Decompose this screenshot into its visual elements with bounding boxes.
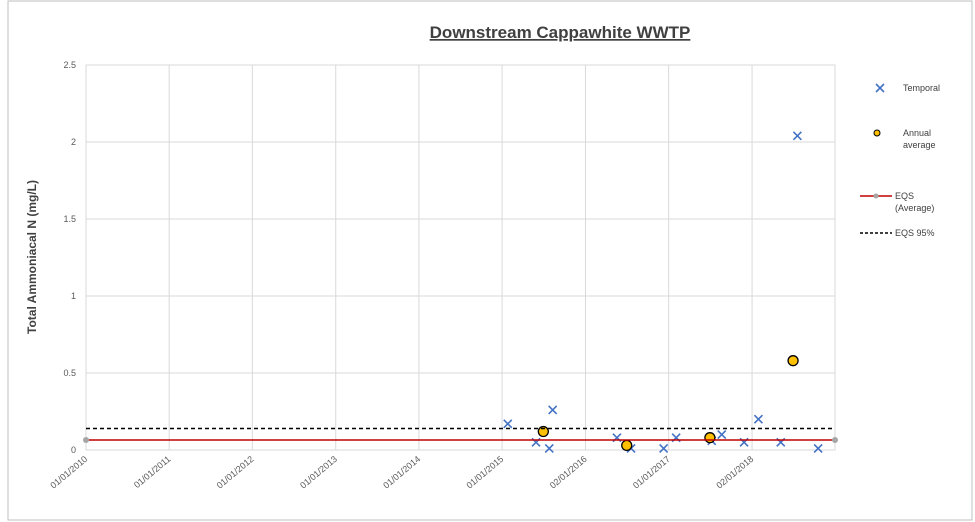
y-axis-label: Total Ammoniacal N (mg/L) [25, 180, 39, 334]
legend-label: Temporal [903, 83, 941, 93]
legend-label: Annual average [903, 128, 936, 150]
legend-marker [873, 129, 881, 137]
temporal-point [544, 443, 554, 454]
plot-area [85, 64, 836, 451]
legend-marker [875, 83, 885, 93]
y-tick-label: 2.5 [63, 60, 76, 70]
average-point [704, 432, 716, 444]
legend-label: EQS 95% [895, 228, 935, 238]
chart-title: Downstream Cappawhite WWTP [430, 23, 691, 42]
temporal-point [792, 131, 802, 141]
temporal-point [503, 419, 513, 429]
y-tick-label: 1.5 [63, 214, 76, 224]
legend-label: EQS (Average) [895, 191, 935, 213]
average-point [787, 355, 799, 367]
temporal-point [659, 443, 669, 454]
average-point [621, 439, 633, 452]
temporal-point [717, 430, 727, 440]
temporal-point [813, 443, 823, 454]
legend-marker [873, 193, 879, 199]
y-tick-label: 2 [71, 137, 76, 147]
eqs-end-marker [83, 436, 89, 443]
temporal-point [753, 414, 764, 424]
average-point [537, 425, 549, 438]
eqs-end-marker [832, 436, 838, 443]
y-tick-label: 0.5 [63, 368, 76, 378]
y-tick-label: 1 [71, 291, 76, 301]
temporal-point [548, 405, 558, 415]
y-tick-label: 0 [71, 445, 76, 455]
